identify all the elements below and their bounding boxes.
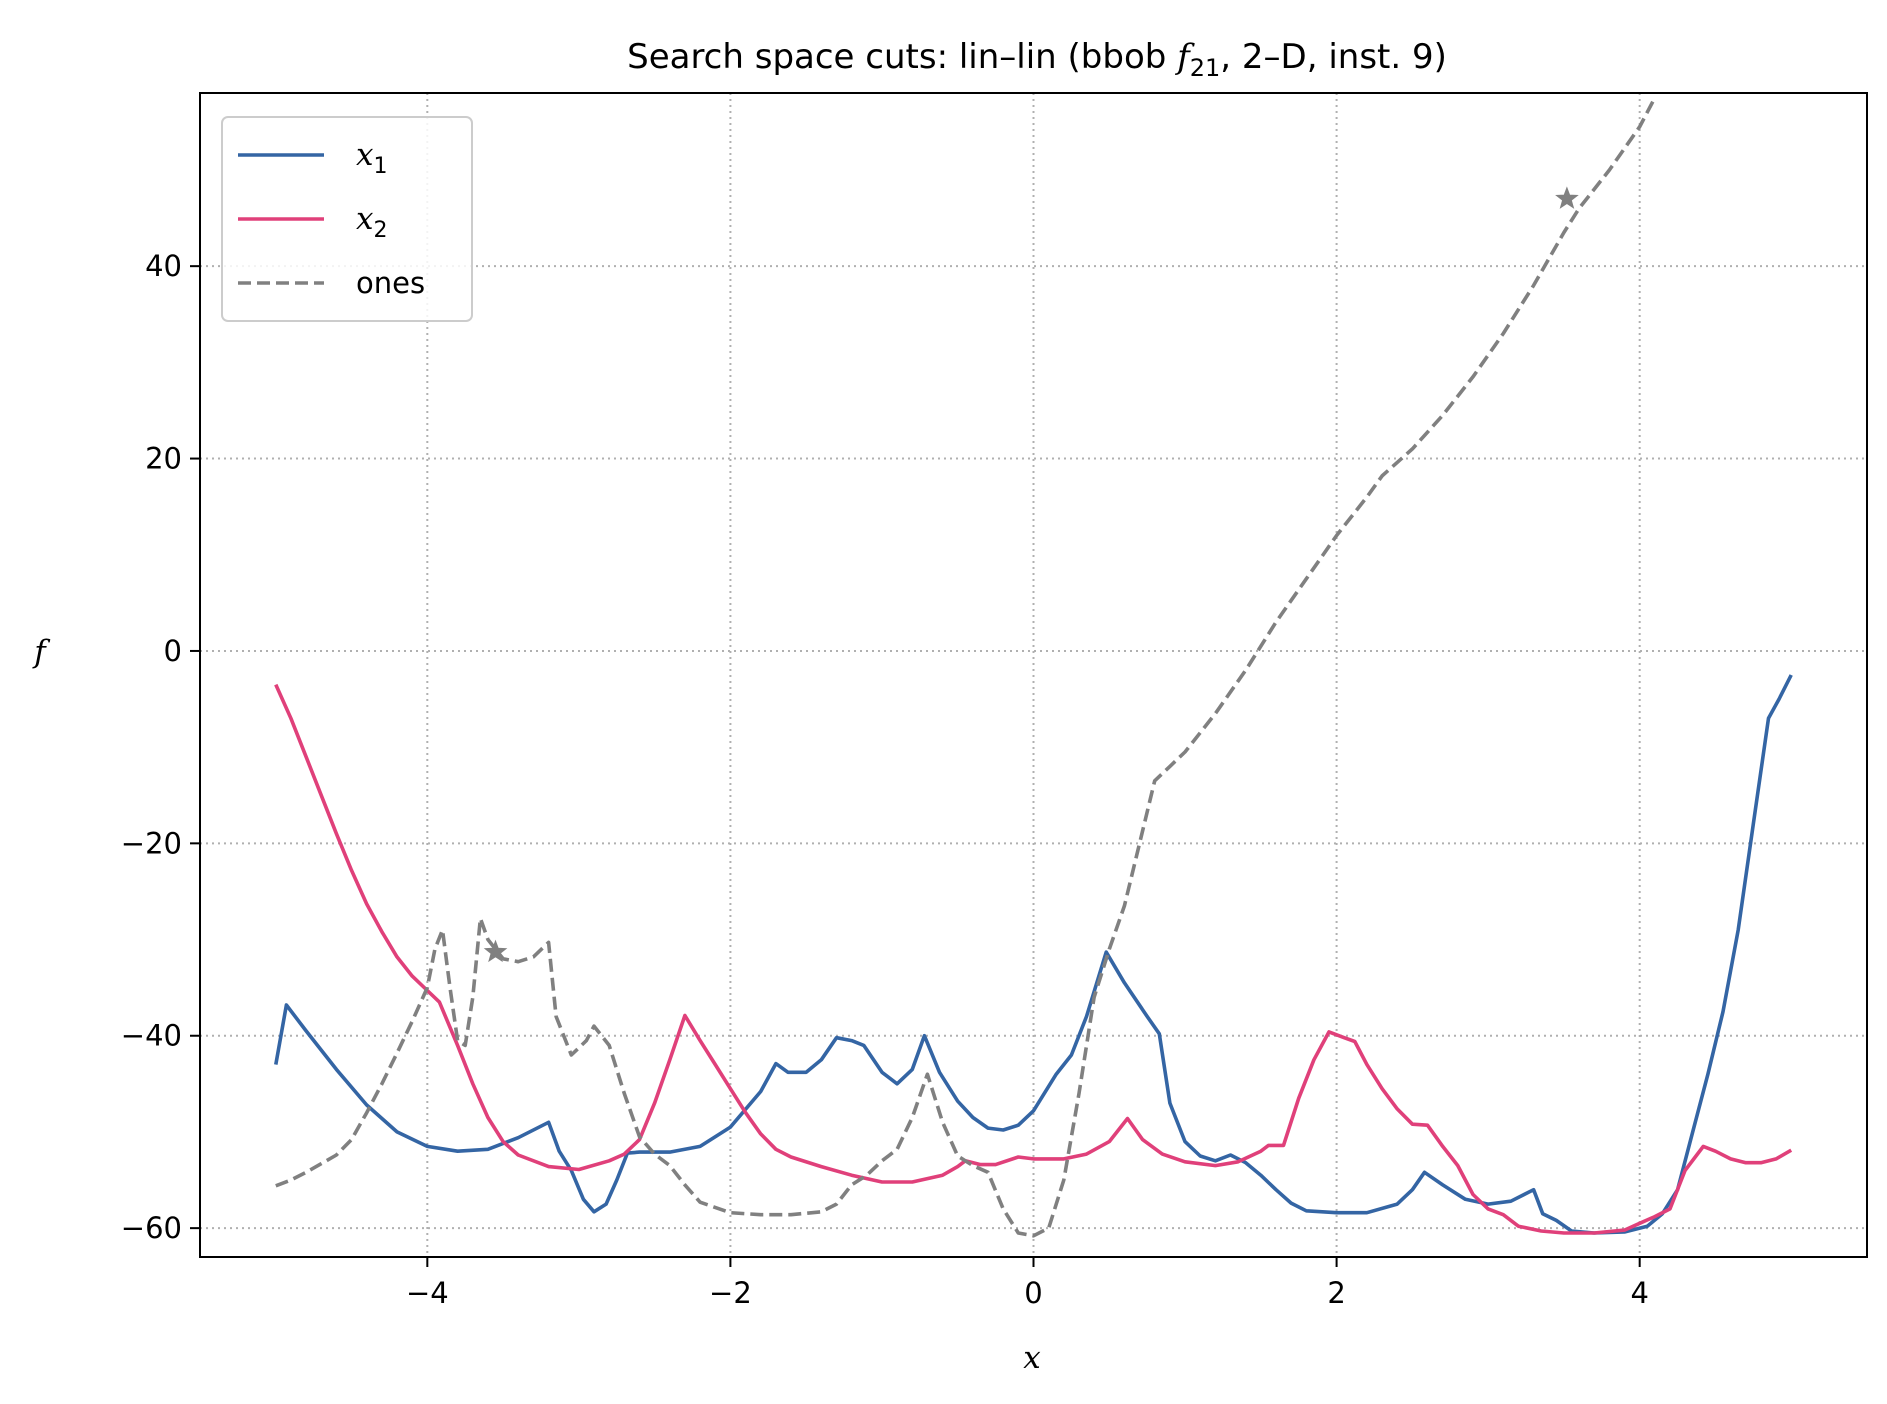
x-tick-label: −4	[406, 1276, 449, 1310]
legend-label: x2	[356, 201, 387, 243]
y-tick-label: 20	[145, 442, 182, 476]
x-tick-label: 0	[1024, 1276, 1042, 1310]
x-tick-label: 2	[1327, 1276, 1345, 1310]
x-tick-label: −2	[709, 1276, 752, 1310]
chart-title-part-1: Search space cuts: lin–lin (bbob	[627, 37, 1177, 77]
legend-box	[221, 116, 473, 322]
series-line-x1	[274, 674, 1793, 1235]
ticks	[190, 265, 1641, 1267]
chart-title-subscript: 21	[1190, 54, 1221, 82]
legend-label: x1	[356, 137, 387, 179]
star-marker	[483, 939, 508, 963]
x-tick-label: 4	[1630, 1276, 1648, 1310]
legend-label: ones	[356, 266, 425, 300]
star-marker	[1555, 186, 1579, 209]
marker-layer	[483, 186, 1579, 963]
chart-title-part-2: , 2–D, inst. 9)	[1220, 37, 1447, 77]
legend: x1 x2 ones	[221, 116, 473, 322]
x-axis-label: x	[1023, 1340, 1041, 1376]
y-tick-label: 40	[145, 249, 182, 283]
series-line-ones	[275, 96, 1657, 1238]
y-tick-label: 0	[164, 634, 182, 668]
series-line-x2	[274, 683, 1793, 1235]
y-tick-label: −60	[121, 1211, 182, 1245]
y-tick-label: −40	[121, 1019, 182, 1053]
y-tick-label: −20	[121, 826, 182, 860]
series-layer	[274, 96, 1793, 1238]
chart-title: Search space cuts: lin–lin (bbob f21, 2–…	[627, 37, 1447, 82]
